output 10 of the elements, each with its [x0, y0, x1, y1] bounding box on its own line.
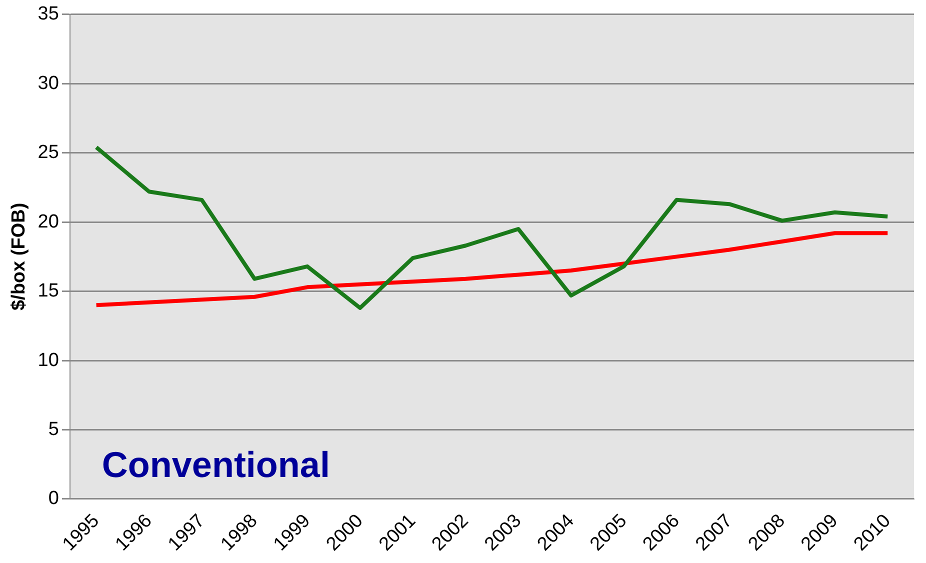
y-tick-label: 20 — [38, 211, 59, 232]
y-tick-label: 15 — [38, 280, 59, 302]
annotation: Conventional — [102, 444, 330, 485]
y-axis-title: $/box (FOB) — [8, 202, 30, 311]
y-tick-label: 35 — [38, 4, 59, 25]
y-tick-label: 10 — [38, 350, 59, 371]
y-tick-label: 0 — [48, 488, 59, 510]
y-tick-label: 5 — [48, 418, 59, 440]
y-tick-label: 25 — [38, 142, 59, 164]
y-tick-label: 30 — [38, 72, 59, 94]
